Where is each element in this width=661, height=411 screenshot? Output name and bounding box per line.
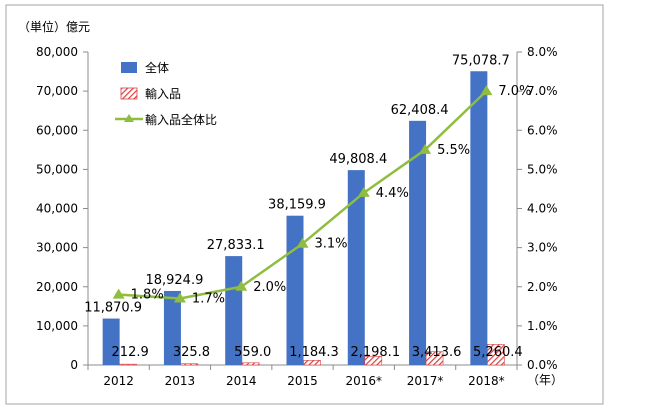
x-axis-unit: （年） — [527, 373, 563, 387]
ratio-marker — [173, 292, 186, 303]
y-right-tick-label: 6.0% — [527, 123, 558, 137]
ratio-marker — [296, 237, 309, 248]
ratio-marker — [357, 186, 370, 197]
bar-total — [286, 215, 304, 365]
data-label-total: 11,870.9 — [84, 301, 142, 316]
data-label-ratio: 1.8% — [131, 288, 164, 303]
data-label-ratio: 3.1% — [315, 237, 348, 252]
y-right-tick-label: 3.0% — [527, 241, 558, 255]
y-left-tick-label: 0 — [70, 358, 78, 372]
data-label-total: 27,833.1 — [207, 238, 265, 253]
data-label-total: 75,078.7 — [452, 53, 510, 68]
data-label-import: 2,198.1 — [350, 345, 400, 360]
legend-label-import: 輸入品 — [145, 86, 181, 101]
y-left-tick-label: 40,000 — [36, 202, 78, 216]
y-right-tick-label: 7.0% — [527, 84, 558, 98]
x-tick-label: 2012 — [103, 374, 134, 388]
bar-total — [102, 318, 120, 365]
y-left-tick-label: 20,000 — [36, 280, 78, 294]
axes: 0 10,000 20,000 30,000 40,000 50,000 60,000 70,… — [36, 45, 558, 388]
y-right-tick-label: 8.0% — [527, 45, 558, 59]
data-label-import: 3,413.6 — [412, 345, 462, 360]
x-tick-label: 2015 — [287, 374, 318, 388]
bar-total — [347, 170, 365, 365]
y-right-tick-label: 5.0% — [527, 162, 558, 176]
x-tick-label: 2018* — [468, 374, 505, 388]
bar-import — [303, 360, 321, 366]
bar-import — [241, 362, 260, 366]
data-label-ratio: 1.7% — [192, 291, 225, 306]
bar-total — [225, 256, 243, 365]
y-left-tick-label: 30,000 — [36, 241, 78, 255]
data-label-ratio: 5.5% — [437, 143, 470, 158]
legend-label-ratio: 輸入品全体比 — [145, 112, 217, 127]
y-right-tick-label: 4.0% — [527, 202, 558, 216]
legend-marker-ratio — [124, 114, 134, 122]
data-label-import: 212.9 — [112, 345, 149, 360]
bar-total — [409, 120, 427, 365]
bar-total — [163, 290, 181, 365]
x-tick-label: 2013 — [165, 374, 196, 388]
data-labels: 11,870.9 212.9 18,924.9 325.8 27,833.1 559.0 3… — [84, 53, 531, 360]
data-label-import: 5,260.4 — [473, 345, 523, 360]
legend-swatch-total — [121, 62, 137, 73]
ratio-line-series — [112, 85, 493, 303]
y-left-tick-label: 70,000 — [36, 84, 78, 98]
data-label-ratio: 4.4% — [376, 186, 409, 201]
data-label-ratio: 7.0% — [498, 84, 531, 99]
bars-import-series — [119, 344, 505, 366]
y-left-axis-unit: （単位）億元 — [18, 19, 90, 34]
ratio-marker — [112, 288, 125, 299]
data-label-import: 325.8 — [173, 345, 210, 360]
bar-import — [425, 351, 444, 366]
x-tick-label: 2014 — [226, 374, 257, 388]
data-label-ratio: 2.0% — [253, 280, 286, 295]
bar-import — [119, 363, 137, 366]
bar-total — [470, 71, 488, 366]
y-left-tick-label: 10,000 — [36, 319, 78, 333]
y-right-tick-label: 1.0% — [527, 319, 558, 333]
data-label-total: 38,159.9 — [268, 198, 326, 213]
y-left-tick-label: 60,000 — [36, 123, 78, 137]
x-tick-label: 2017* — [407, 374, 444, 388]
data-label-total: 49,808.4 — [329, 152, 387, 167]
y-right-tick-label: 2.0% — [527, 280, 558, 294]
ratio-marker — [235, 280, 248, 291]
legend-swatch-import — [120, 87, 138, 100]
x-tick-label: 2016* — [346, 374, 383, 388]
data-label-total: 18,924.9 — [145, 273, 203, 288]
data-label-import: 559.0 — [234, 345, 271, 360]
bar-import — [364, 356, 383, 366]
ratio-marker — [480, 85, 493, 96]
y-left-tick-label: 80,000 — [36, 45, 78, 59]
legend: 全体 輸入品 輸入品全体比 — [115, 60, 217, 127]
y-right-tick-label: 0.0% — [527, 358, 558, 372]
legend-label-total: 全体 — [145, 60, 169, 75]
ratio-marker — [419, 143, 432, 154]
bar-import — [487, 344, 505, 366]
data-label-import: 1,184.3 — [289, 345, 339, 360]
y-left-tick-label: 50,000 — [36, 162, 78, 176]
data-label-total: 62,408.4 — [391, 103, 449, 118]
bar-import — [180, 363, 199, 366]
